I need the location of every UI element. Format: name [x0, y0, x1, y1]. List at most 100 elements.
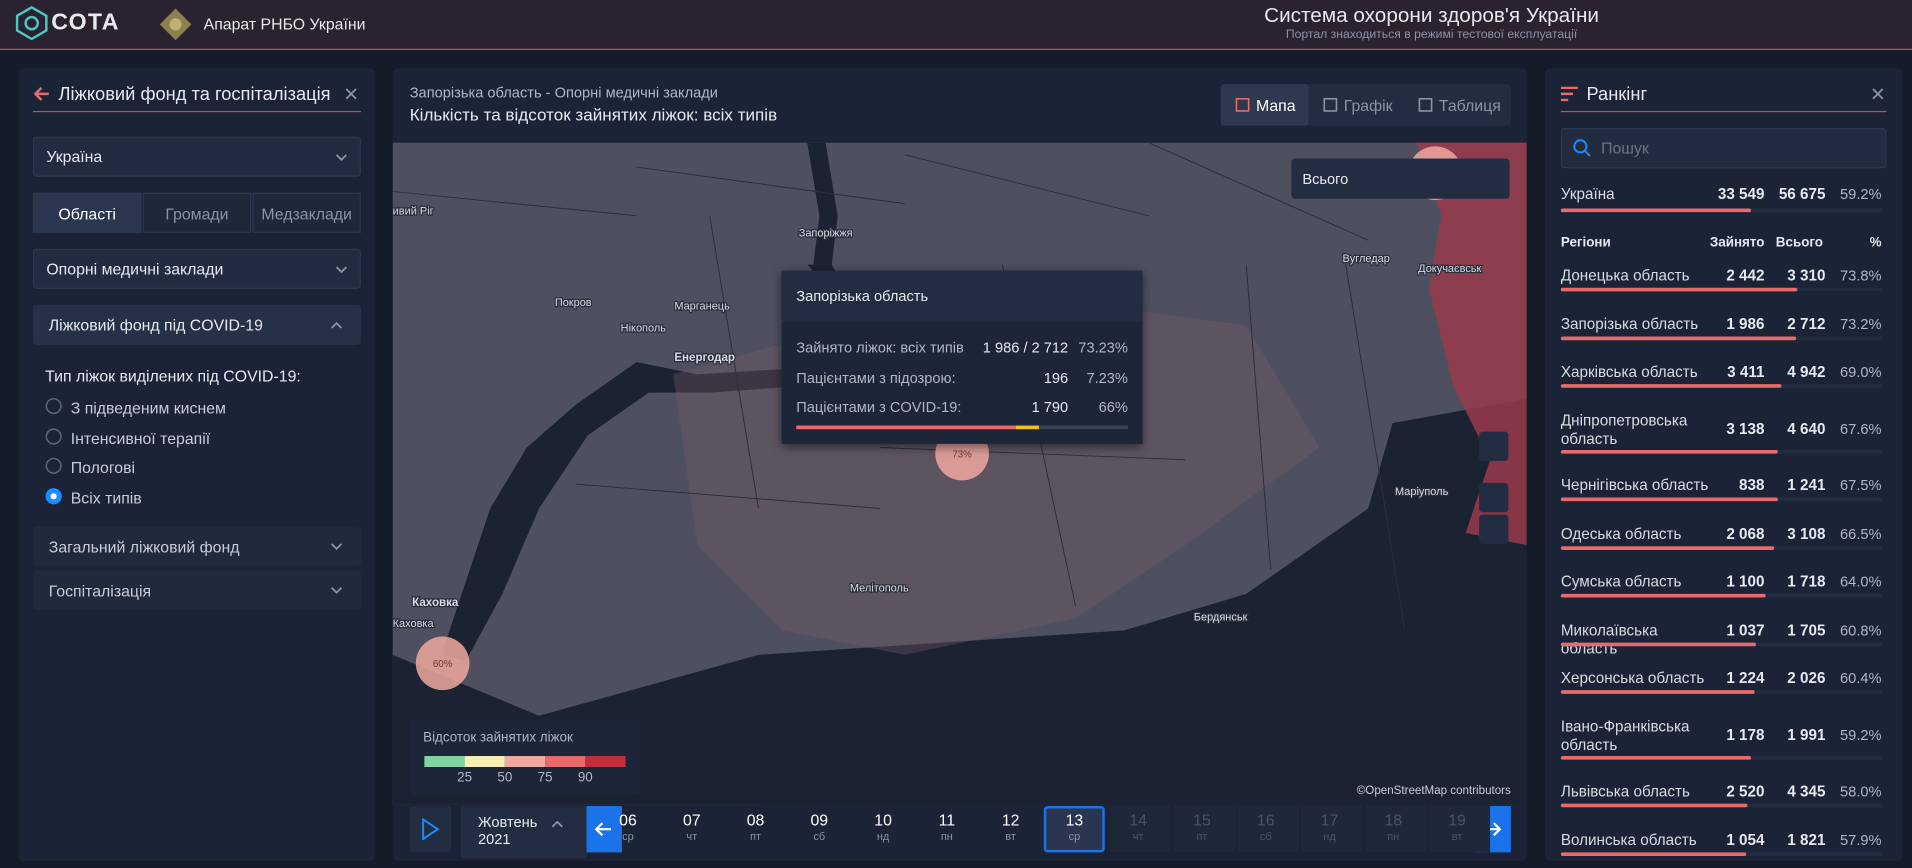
region-name[interactable]: Запорізька область	[1560, 315, 1699, 333]
org-name[interactable]: Апарат РНБО України	[203, 14, 366, 33]
percent: 73.2%	[1840, 315, 1882, 333]
region-name[interactable]: Україна	[1560, 185, 1615, 203]
percent: 67.5%	[1840, 476, 1882, 494]
tooltip-label: Пацієнтами з підозрою:	[796, 368, 956, 386]
section-open[interactable]: Ліжковий фонд під COVID-19	[32, 304, 361, 346]
region-name[interactable]: Херсонська область	[1560, 669, 1705, 687]
region-name[interactable]: Миколаївська область	[1560, 621, 1658, 657]
tab[interactable]: Області	[32, 192, 142, 233]
tab[interactable]: Громади	[142, 192, 252, 233]
month-select[interactable]	[460, 806, 587, 859]
column-header[interactable]: Зайнято	[1709, 235, 1765, 250]
day-weekday: нд	[1323, 830, 1336, 843]
panel-title: Ліжковий фонд та госпіталізація	[58, 84, 331, 105]
map-circle[interactable]	[415, 636, 470, 691]
day-selected[interactable]	[1043, 806, 1105, 853]
map-control[interactable]	[1479, 482, 1509, 513]
column-header[interactable]: %	[1869, 235, 1882, 250]
view-icon-shape	[1323, 97, 1338, 112]
percent: 58.0%	[1840, 782, 1882, 800]
region-name[interactable]: Сумська область	[1560, 573, 1682, 591]
percent-bar	[1560, 690, 1755, 694]
day-number[interactable]: 08	[746, 810, 765, 830]
day-number[interactable]: 11	[938, 810, 956, 830]
panel-title: Ранкінг	[1586, 84, 1648, 105]
region-name[interactable]: Дніпропетровська область	[1560, 411, 1688, 447]
map-control[interactable]	[1479, 431, 1509, 461]
radio-ring	[45, 457, 62, 474]
play-button[interactable]	[409, 806, 452, 853]
section-title: Ліжковий фонд під COVID-19	[48, 315, 263, 335]
chevron-path	[331, 587, 343, 594]
column-header[interactable]: Всього	[1775, 235, 1824, 250]
radio-label: Пологові	[70, 458, 136, 477]
day-number[interactable]: 10	[874, 810, 892, 830]
map-river	[807, 142, 838, 265]
close-button[interactable]	[1872, 88, 1884, 100]
play-shape	[422, 818, 440, 841]
chevron-path	[335, 154, 347, 161]
search-placeholder: Пошук	[1601, 139, 1649, 158]
facility-select[interactable]: Опорні медичні заклади	[32, 248, 361, 289]
region-name[interactable]: Чернігівська область	[1560, 476, 1709, 494]
map-label: Нікополь	[621, 323, 667, 335]
title-underline	[32, 110, 361, 113]
day-number[interactable]: 12	[1001, 810, 1020, 830]
region-name[interactable]: Харківська область	[1560, 363, 1698, 381]
column-header[interactable]: Регіони	[1560, 235, 1611, 250]
day-number[interactable]: 19	[1448, 810, 1466, 830]
day-number[interactable]: 14	[1129, 810, 1147, 830]
day-number[interactable]: 09	[810, 810, 829, 830]
radio[interactable]	[45, 427, 62, 445]
percent: 69.0%	[1840, 363, 1882, 381]
view-tab-active[interactable]	[1220, 84, 1309, 126]
region-select[interactable]: Україна	[32, 136, 361, 177]
map-label: ивий Ріг	[393, 206, 434, 218]
region-name[interactable]: Волинська область	[1560, 831, 1697, 849]
legend-tick: 50	[497, 770, 513, 786]
area-dropdown[interactable]	[1291, 158, 1510, 199]
chevron-path	[335, 266, 347, 274]
tooltip-label: Зайнято ліжок: всіх типів	[796, 338, 964, 357]
day-number[interactable]: 07	[682, 810, 701, 830]
day-number[interactable]: 17	[1320, 810, 1339, 830]
map[interactable]: ивий Ріг Запоріжжя Покров Марганець Нікополь…	[392, 142, 1527, 805]
radio[interactable]	[45, 487, 62, 504]
tooltip-bar-covid	[796, 425, 1016, 430]
percent: 73.8%	[1840, 267, 1882, 285]
view-tab[interactable]: Мапа	[1255, 96, 1296, 115]
map-border	[904, 154, 1149, 217]
day-number[interactable]: 06	[619, 810, 637, 830]
tab[interactable]: Медзаклади	[252, 192, 361, 233]
day-weekday: сб	[813, 830, 826, 843]
occupied: 1 986	[1726, 315, 1765, 333]
view-tab[interactable]: Графік	[1343, 96, 1393, 115]
total: 1 718	[1787, 573, 1826, 591]
tooltip-head	[781, 270, 1143, 322]
map-border	[709, 215, 759, 509]
region-name[interactable]: Львівська область	[1560, 782, 1690, 800]
map-control[interactable]	[1479, 514, 1509, 544]
map-border	[392, 190, 637, 217]
section-header[interactable]	[32, 570, 361, 610]
close-button[interactable]	[345, 88, 357, 100]
day-number[interactable]: 18	[1384, 810, 1403, 830]
radio[interactable]	[45, 397, 62, 415]
day-number[interactable]: 15	[1193, 810, 1211, 830]
radio[interactable]	[45, 457, 62, 474]
section-header[interactable]	[32, 526, 361, 566]
day-disabled	[1365, 806, 1427, 853]
back-arrow[interactable]	[33, 85, 50, 102]
occupied: 1 224	[1726, 669, 1765, 687]
search-box[interactable]: Пошук	[1560, 128, 1887, 169]
view-tab[interactable]: Таблиця	[1438, 96, 1501, 115]
region-name[interactable]: Донецька область	[1560, 267, 1690, 285]
day-number[interactable]: 13	[1065, 810, 1084, 830]
chevron	[331, 543, 343, 550]
day-number[interactable]: 16	[1256, 810, 1275, 830]
day-weekday: чт	[1132, 830, 1144, 843]
region-name[interactable]: Одеська область	[1560, 524, 1682, 543]
region-name[interactable]: Івано-Франківська область	[1560, 717, 1690, 753]
